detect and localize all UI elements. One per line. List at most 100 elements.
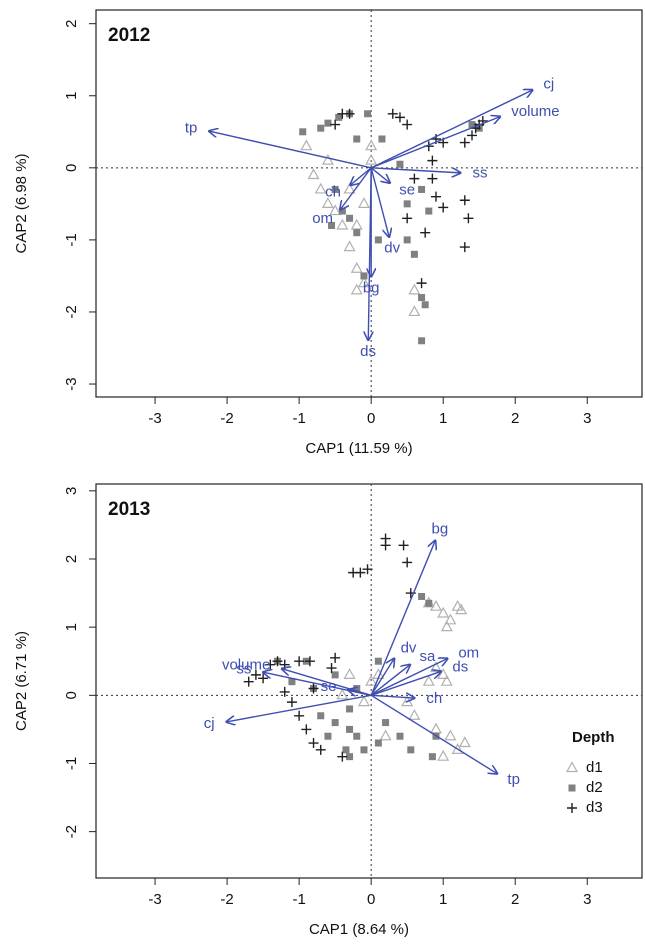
point bbox=[279, 686, 290, 697]
point bbox=[374, 657, 382, 665]
panel: -3 -2 -1 0 1 2 3 -2 -1 0 1 2 3 CAP1 (8.64 %) CAP2 (6.7… bbox=[13, 483, 643, 938]
arrow bbox=[340, 167, 372, 210]
point bbox=[407, 746, 415, 754]
point bbox=[353, 135, 361, 143]
point bbox=[429, 722, 443, 734]
x-tick-label: -2 bbox=[220, 410, 233, 427]
x-axis-label: CAP1 (8.64 %) bbox=[309, 921, 409, 938]
point bbox=[444, 729, 457, 741]
point bbox=[379, 729, 392, 741]
point bbox=[343, 668, 356, 679]
y-tick-label: 0 bbox=[63, 164, 80, 172]
point bbox=[374, 739, 382, 747]
arrow-label: volume bbox=[222, 656, 270, 673]
point bbox=[343, 182, 356, 194]
point bbox=[398, 540, 409, 551]
point bbox=[331, 719, 339, 727]
point bbox=[329, 204, 342, 216]
x-tick-label: 1 bbox=[439, 410, 447, 427]
legend-label: d3 bbox=[586, 799, 603, 816]
arrow bbox=[370, 671, 441, 696]
arrow bbox=[370, 90, 532, 169]
y-tick-label: 0 bbox=[63, 691, 80, 699]
point bbox=[294, 656, 305, 667]
point bbox=[429, 599, 443, 611]
point bbox=[403, 236, 411, 244]
plot-frame bbox=[95, 9, 643, 398]
point bbox=[331, 185, 339, 193]
arrow bbox=[370, 167, 389, 237]
point bbox=[565, 761, 579, 773]
point bbox=[365, 153, 378, 165]
arrow-label: se bbox=[399, 181, 415, 198]
point bbox=[321, 197, 334, 208]
point bbox=[409, 173, 420, 184]
point bbox=[272, 656, 283, 667]
point bbox=[357, 695, 370, 707]
x-tick-label: 2 bbox=[511, 410, 519, 427]
arrow bbox=[350, 167, 372, 185]
arrow-label: ss bbox=[472, 165, 487, 182]
point bbox=[402, 557, 413, 568]
point bbox=[317, 712, 325, 720]
x-tick-label: 3 bbox=[583, 410, 591, 427]
point bbox=[427, 155, 438, 166]
point bbox=[321, 153, 334, 165]
point bbox=[357, 276, 370, 288]
arrow-label: bg bbox=[363, 280, 380, 297]
y-tick-label: 3 bbox=[63, 487, 80, 495]
point bbox=[364, 110, 372, 118]
point bbox=[437, 749, 450, 761]
point bbox=[467, 130, 478, 141]
y-tick-label: -2 bbox=[63, 825, 80, 838]
point bbox=[428, 753, 436, 761]
point bbox=[396, 732, 404, 740]
arrow bbox=[226, 694, 372, 722]
point bbox=[416, 278, 427, 289]
point bbox=[459, 195, 470, 206]
point bbox=[427, 173, 438, 184]
point bbox=[403, 200, 411, 208]
x-tick-label: 0 bbox=[367, 891, 375, 908]
point bbox=[396, 160, 404, 168]
arrow bbox=[370, 541, 435, 696]
point bbox=[328, 221, 336, 229]
point bbox=[337, 751, 348, 762]
y-tick-label: -1 bbox=[63, 233, 80, 246]
panel-title: 2013 bbox=[108, 499, 150, 520]
point bbox=[378, 135, 386, 143]
x-tick-label: -1 bbox=[292, 891, 305, 908]
point bbox=[315, 744, 326, 755]
point bbox=[299, 128, 307, 136]
point bbox=[418, 185, 426, 193]
arrow-label: tp bbox=[185, 119, 198, 136]
point bbox=[362, 564, 373, 575]
point bbox=[335, 113, 343, 121]
point bbox=[451, 743, 464, 754]
arrow-label: tp bbox=[507, 771, 520, 788]
point bbox=[420, 227, 431, 238]
y-tick-label: 2 bbox=[63, 555, 80, 563]
arrow-label: cj bbox=[543, 76, 554, 93]
point bbox=[346, 753, 354, 761]
point bbox=[286, 697, 297, 708]
point bbox=[360, 272, 368, 280]
point bbox=[353, 229, 361, 237]
point bbox=[353, 732, 361, 740]
legend-label: d2 bbox=[586, 779, 603, 796]
point bbox=[365, 139, 378, 151]
point bbox=[421, 301, 429, 309]
point bbox=[324, 119, 332, 127]
point bbox=[343, 240, 356, 252]
point bbox=[331, 671, 339, 679]
point bbox=[408, 709, 421, 720]
point bbox=[459, 242, 470, 253]
point bbox=[463, 213, 474, 224]
point bbox=[344, 108, 355, 119]
x-tick-label: -3 bbox=[148, 410, 161, 427]
arrow-label: om bbox=[312, 210, 333, 227]
point bbox=[308, 683, 319, 694]
point bbox=[357, 197, 370, 208]
y-tick-label: 2 bbox=[63, 20, 80, 28]
y-axis-label: CAP2 (6.98 %) bbox=[13, 153, 30, 253]
